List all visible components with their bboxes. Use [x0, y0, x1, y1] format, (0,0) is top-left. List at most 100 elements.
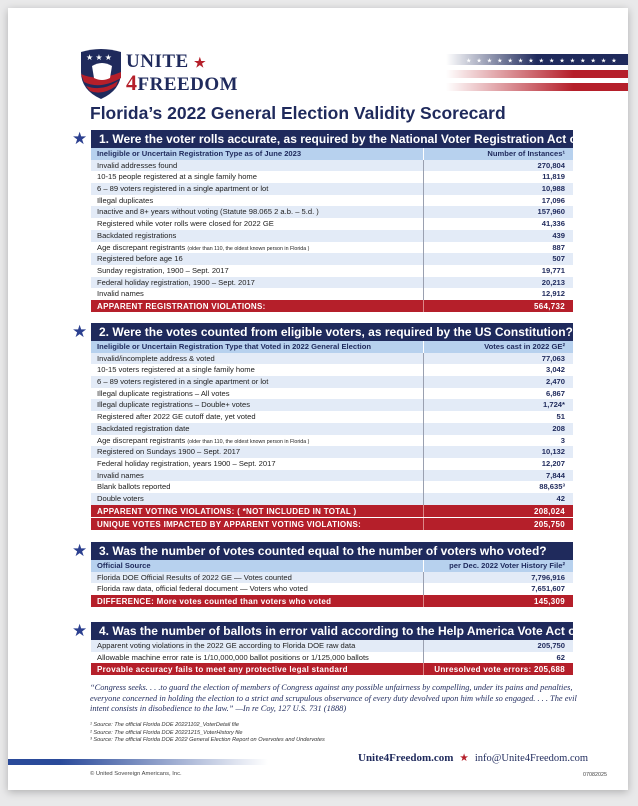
row-value: 42	[556, 493, 565, 503]
row-label: Backdated registrations	[91, 229, 424, 242]
table-row: Florida DOE Official Results of 2022 GE …	[91, 571, 573, 584]
footnote: ³ Source: The official Florida DOE 2022 …	[90, 737, 325, 743]
row-value: 11,819	[542, 172, 565, 182]
row-label-text: Florida raw data, official federal docum…	[97, 584, 308, 594]
star-icon: ★	[72, 621, 88, 640]
row-label-text: Apparent voting violations in the 2022 G…	[97, 641, 356, 650]
eagle-shield-icon: ★ ★ ★	[81, 49, 121, 99]
row-value: 439	[552, 230, 565, 240]
footnotes: ¹ Source: The official Florida DOE 20221…	[90, 722, 325, 745]
row-value: 205,750	[537, 641, 565, 650]
row-label-text: Florida DOE Official Results of 2022 GE …	[97, 572, 292, 582]
row-value: 208	[552, 423, 565, 433]
row-label: Inactive and 8+ years without voting (St…	[91, 206, 424, 219]
table-row: Apparent voting violations in the 2022 G…	[91, 640, 573, 652]
star-icon: ★	[72, 541, 88, 560]
row-label-text: 6 – 89 voters registered in a single apa…	[97, 377, 269, 387]
star-icon: ★	[193, 55, 207, 70]
total-row: UNIQUE VOTES IMPACTED BY APPARENT VOTING…	[91, 517, 573, 531]
row-label-text: Federal holiday registration, 1900 – Sep…	[97, 277, 255, 287]
row-label: Illegal duplicate registrations – All vo…	[91, 387, 424, 400]
row-label: Invalid addresses found	[91, 159, 424, 172]
table-row: Inactive and 8+ years without voting (St…	[91, 206, 573, 219]
scorecard-section: ★ 2. Were the votes counted from eligible…	[72, 323, 573, 531]
table-row: Federal holiday registration, 1900 – Sep…	[91, 276, 573, 289]
row-label: 6 – 89 voters registered in a single apa…	[91, 376, 424, 388]
row-value: 2,470	[545, 377, 565, 387]
total-row: APPARENT REGISTRATION VIOLATIONS: 564,732	[91, 299, 573, 313]
row-value: 51	[556, 412, 565, 422]
row-value: 10,132	[541, 447, 565, 457]
row-value: 17,096	[541, 195, 565, 205]
brand-line1: UNITE	[126, 51, 189, 72]
table-row: Sunday registration, 1900 – Sept. 2017 19…	[91, 264, 573, 277]
row-label-text: Registered on Sundays 1900 – Sept. 2017	[97, 447, 241, 457]
star-icon: ★	[72, 129, 88, 148]
table-header: Official Source per Dec. 2022 Voter Histo…	[91, 560, 573, 572]
total-row: Provable accuracy fails to meet any prot…	[91, 663, 573, 677]
row-label: 10-15 people registered at a single fami…	[91, 171, 424, 184]
row-label-text: Age discrepant registrants	[97, 242, 188, 252]
row-label: Backdated registration date	[91, 422, 424, 435]
table-row: Invalid names 12,912	[91, 288, 573, 300]
row-label-text: Blank ballots reported	[97, 482, 171, 492]
row-label-text: 10-15 people registered at a single fami…	[97, 172, 257, 182]
total-value: 208,024	[533, 506, 565, 516]
star-icon: ★	[72, 322, 88, 341]
column-header: Ineligible or Uncertain Registration Typ…	[91, 341, 424, 353]
row-value: 62	[556, 652, 565, 662]
row-value: 88,635³	[539, 482, 565, 492]
website-link[interactable]: Unite4Freedom.com	[358, 752, 454, 764]
column-header: Ineligible or Uncertain Registration Typ…	[91, 148, 424, 160]
row-label: Registered before age 16	[91, 253, 424, 265]
table-row: Backdated registrations 439	[91, 229, 573, 242]
row-label-text: Allowable machine error rate is 1/10,000…	[97, 652, 369, 662]
table-row: Invalid addresses found 270,804	[91, 159, 573, 172]
row-label: Florida DOE Official Results of 2022 GE …	[91, 571, 424, 584]
row-label: Illegal duplicates	[91, 194, 424, 207]
email-link[interactable]: info@Unite4Freedom.com	[474, 753, 589, 764]
row-label-text: Registered after 2022 GE cutoff date, ye…	[97, 412, 256, 422]
row-value: 157,960	[537, 207, 565, 217]
row-label-text: 6 – 89 voters registered in a single apa…	[97, 184, 269, 194]
row-value: 7,844	[545, 470, 565, 480]
row-label-text: Invalid names	[97, 289, 144, 299]
row-value: 12,912	[541, 289, 565, 299]
table-row: 6 – 89 voters registered in a single apa…	[91, 376, 573, 388]
brand-number: 4	[126, 70, 138, 95]
row-value: 887	[552, 242, 565, 252]
row-value: 270,804	[537, 160, 565, 170]
row-value: 7,796,916	[531, 572, 565, 582]
column-header: per Dec. 2022 Voter History File²	[449, 561, 565, 570]
row-value: 6,867	[545, 388, 565, 398]
row-label: Double voters	[91, 492, 424, 505]
table-row: Invalid/incomplete address & voted 77,063	[91, 352, 573, 365]
column-header: Votes cast in 2022 GE²	[484, 342, 565, 351]
table-row: Age discrepant registrants (older than 1…	[91, 241, 573, 254]
row-label: Registered while voter rolls were closed…	[91, 218, 424, 230]
footnote: ¹ Source: The official Florida DOE 20221…	[90, 722, 239, 728]
table-row: Registered before age 16 507	[91, 253, 573, 265]
row-label: Federal holiday registration, years 1900…	[91, 457, 424, 470]
footnote: ² Source: The official Florida DOE 20221…	[90, 729, 243, 736]
section-question: 3. Was the number of votes counted equal…	[91, 542, 573, 560]
row-label-text: Backdated registrations	[97, 230, 177, 240]
row-value: 20,213	[541, 277, 565, 287]
scorecard-section: ★ 3. Was the number of votes counted equa…	[72, 542, 573, 609]
section-question: 4. Was the number of ballots in error va…	[91, 622, 617, 640]
table-row: Illegal duplicates 17,096	[91, 194, 573, 207]
total-label: APPARENT REGISTRATION VIOLATIONS:	[91, 299, 424, 312]
total-value: Unresolved vote errors: 205,688	[434, 665, 565, 675]
table-row: Federal holiday registration, years 1900…	[91, 457, 573, 470]
scorecard-section: ★ 1. Were the voter rolls accurate, as re…	[72, 130, 618, 313]
row-label: Invalid names	[91, 288, 424, 300]
document-code: 07082025	[583, 772, 607, 778]
flag-stripes-decoration: ★★★★★★★★★★★★★★★	[446, 54, 628, 91]
table-row: Registered after 2022 GE cutoff date, ye…	[91, 411, 573, 423]
row-value: 77,063	[541, 353, 565, 363]
table-row: 10-15 people registered at a single fami…	[91, 171, 573, 184]
row-value: 41,336	[541, 219, 565, 229]
row-value: 3,042	[545, 365, 565, 375]
row-value: 19,771	[541, 265, 565, 275]
table-header: Ineligible or Uncertain Registration Typ…	[91, 148, 573, 160]
